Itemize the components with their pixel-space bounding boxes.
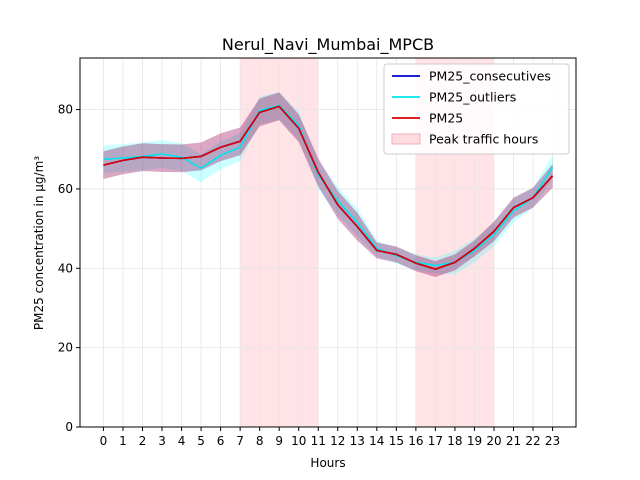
x-tick-label-7: 7 — [236, 434, 244, 448]
chart-title: Nerul_Navi_Mumbai_MPCB — [222, 35, 434, 55]
x-tick-label-4: 4 — [178, 434, 186, 448]
series-line-pm25 — [103, 105, 554, 270]
x-tick-label-19: 19 — [467, 434, 482, 448]
x-tick-label-14: 14 — [369, 434, 384, 448]
x-tick-label-17: 17 — [428, 434, 443, 448]
x-tick-label-11: 11 — [311, 434, 326, 448]
x-tick-label-12: 12 — [330, 434, 345, 448]
band-pm25-consecutives — [103, 92, 553, 278]
x-tick-label-3: 3 — [158, 434, 166, 448]
x-axis-label: Hours — [310, 456, 345, 470]
x-tick-label-16: 16 — [408, 434, 423, 448]
x-tick-label-21: 21 — [506, 434, 521, 448]
band-pm25-outliers — [103, 91, 553, 275]
x-tick-label-22: 22 — [525, 434, 540, 448]
x-tick-label-15: 15 — [389, 434, 404, 448]
y-tick-label-1: 20 — [58, 341, 73, 355]
y-tick-label-2: 40 — [58, 261, 73, 275]
x-tick-label-1: 1 — [119, 434, 127, 448]
legend: PM25_consecutives PM25_outliers PM25 Peak t… — [383, 63, 570, 155]
legend-entry-peak-traffic-hours-label: Peak traffic hours — [429, 132, 538, 147]
x-tick-label-0: 0 — [100, 434, 108, 448]
legend-entry-pm25-outliers-label: PM25_outliers — [429, 90, 516, 105]
y-axis-label: PM25 concentration in µg/m³ — [32, 156, 46, 330]
legend-entry-pm25-consecutives-label: PM25_consecutives — [429, 69, 551, 84]
x-tick-label-5: 5 — [197, 434, 205, 448]
axes-frame — [79, 57, 577, 428]
x-tick-label-6: 6 — [217, 434, 225, 448]
x-tick-label-23: 23 — [545, 434, 560, 448]
legend-entry-peak-traffic-hours-swatch — [391, 133, 421, 145]
band-pm25 — [103, 92, 553, 278]
x-tick-label-18: 18 — [447, 434, 462, 448]
x-tick-label-13: 13 — [350, 434, 365, 448]
x-tick-label-2: 2 — [139, 434, 147, 448]
legend-entry-pm25-label: PM25 — [429, 111, 463, 126]
y-tick-label-4: 80 — [58, 103, 73, 117]
x-tick-label-20: 20 — [486, 434, 501, 448]
x-tick-label-9: 9 — [275, 434, 283, 448]
y-tick-label-3: 60 — [58, 182, 73, 196]
y-tick-label-0: 0 — [65, 420, 73, 434]
x-tick-label-10: 10 — [291, 434, 306, 448]
x-tick-label-8: 8 — [256, 434, 264, 448]
legend-box — [383, 63, 570, 155]
